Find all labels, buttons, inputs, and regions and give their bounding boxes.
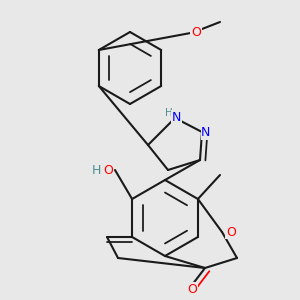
Text: N: N: [172, 111, 181, 124]
Text: H: H: [165, 109, 173, 118]
Text: O: O: [226, 226, 236, 238]
Text: N: N: [201, 126, 211, 140]
Text: H: H: [92, 164, 101, 176]
Text: O: O: [187, 283, 197, 296]
Text: O: O: [191, 26, 201, 38]
Text: O: O: [103, 164, 113, 176]
